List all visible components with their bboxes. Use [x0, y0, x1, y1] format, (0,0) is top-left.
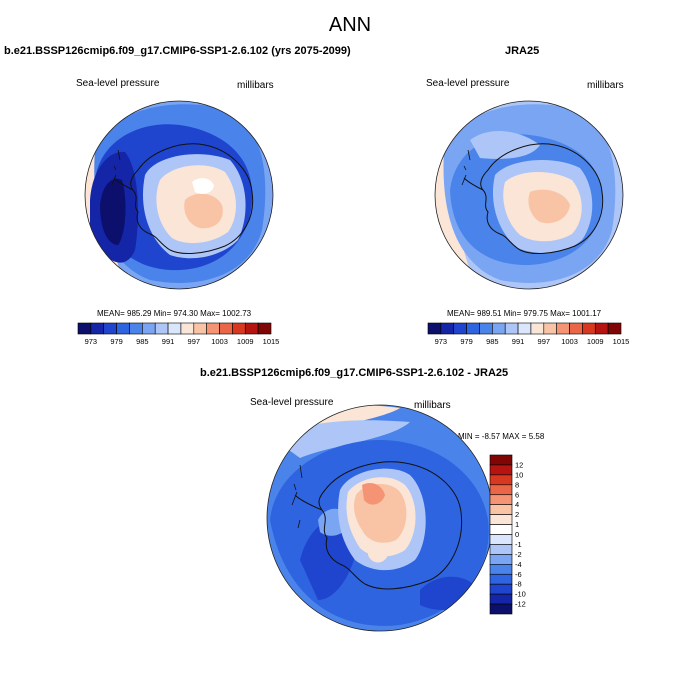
panel3-colorbar-swatch: [489, 464, 513, 476]
panel3-colorbar-swatch: [489, 534, 513, 545]
panel2-colorbar: 973 979 985 991 997 1003 1009 1015: [427, 322, 630, 346]
panel1-colorbar-swatch: [193, 322, 207, 335]
panel2-colorbar-swatch: [466, 322, 480, 335]
panel2-colorbar-tick-label: 985: [486, 337, 499, 346]
panel1-colorbar-tick-label: 1009: [237, 337, 254, 346]
panel1-colorbar-swatch: [90, 322, 105, 335]
panel1-stats: MEAN= 985.29 Min= 974.30 Max= 1002.73: [97, 309, 252, 318]
panel2-colorbar-swatch: [517, 322, 532, 335]
panel1-colorbar: 973 979 985 991 997 1003 1009 1015: [77, 322, 280, 346]
panel2-colorbar-swatch: [530, 322, 545, 335]
panel1-colorbar-swatch: [257, 322, 272, 335]
panel2-colorbar-tick-label: 1003: [561, 337, 578, 346]
panel2-colorbar-swatch: [543, 322, 557, 335]
panel1-colorbar-swatch: [129, 322, 143, 335]
panel1-colorbar-tick-label: 973: [85, 337, 98, 346]
panel2-colorbar-swatch: [607, 322, 622, 335]
panel3-colorbar-swatch: [489, 484, 513, 496]
panel3-colorbar-tick-label: -6: [515, 570, 522, 579]
panel3-colorbar-swatch: [489, 603, 513, 615]
panel3-colorbar-swatch: [489, 554, 513, 565]
panel3-colorbar-tick-label: 1: [515, 520, 519, 529]
panel1-colorbar-tick-label: 991: [162, 337, 175, 346]
panel3-stats: MIN = -8.57 MAX = 5.58: [458, 432, 545, 441]
panel3-colorbar-tick-label: 0: [515, 530, 519, 539]
panel3-colorbar-tick-label: -10: [515, 590, 526, 599]
panel3-colorbar-tick-label: 2: [515, 510, 519, 519]
panel1-colorbar-swatch: [154, 322, 169, 335]
panel1-colorbar-swatch: [116, 322, 130, 335]
panel1-colorbar-swatch: [232, 322, 246, 335]
panel2-colorbar-swatch: [504, 322, 519, 335]
panel1-map: [84, 100, 274, 290]
panel3-units-label: millibars: [414, 400, 451, 411]
panel2-units-label: millibars: [587, 80, 624, 91]
panel3-map: [266, 404, 494, 632]
panel1-colorbar-swatch: [180, 322, 195, 335]
panel3-colorbar-tick-label: -4: [515, 560, 522, 569]
panel2-colorbar-swatch: [427, 322, 442, 335]
panel3-colorbar-swatch: [489, 494, 513, 505]
panel1-colorbar-swatch: [77, 322, 92, 335]
panel3-colorbar-swatch: [489, 593, 513, 605]
panel3-colorbar-tick-label: 6: [515, 490, 519, 499]
panel3-colorbar-tick-label: 10: [515, 470, 523, 479]
panel2-colorbar-tick-label: 991: [512, 337, 525, 346]
panel2-colorbar-swatch: [594, 322, 609, 335]
panel2-colorbar-tick-label: 1015: [613, 337, 630, 346]
panel2-stats: MEAN= 989.51 Min= 979.75 Max= 1001.17: [447, 309, 602, 318]
panel2-colorbar-tick-label: 997: [538, 337, 551, 346]
panel1-colorbar-tick-label: 979: [110, 337, 123, 346]
panel2-colorbar-swatch: [453, 322, 467, 335]
panel3-colorbar-tick-label: -1: [515, 540, 522, 549]
panel1-colorbar-swatch: [103, 322, 117, 335]
panel3-colorbar-swatch: [489, 583, 513, 595]
panel2-map: [434, 100, 624, 290]
panel2-colorbar-tick-label: 973: [435, 337, 448, 346]
panel1-colorbar-swatch: [244, 322, 259, 335]
panel3-colorbar-swatch: [489, 454, 513, 466]
panel3-variable-label: Sea-level pressure: [250, 397, 334, 408]
panel1-colorbar-swatch: [219, 322, 233, 335]
panel2-colorbar-swatch: [556, 322, 570, 335]
panel3-colorbar-swatch: [489, 504, 513, 515]
panel3-colorbar-swatch: [489, 564, 513, 575]
panel3-title: b.e21.BSSP126cmip6.f09_g17.CMIP6-SSP1-2.…: [200, 367, 509, 379]
panel1-colorbar-tick-label: 997: [188, 337, 201, 346]
panel3-colorbar-swatch: [489, 573, 513, 585]
panel1-colorbar-tick-label: 1003: [211, 337, 228, 346]
panel2-colorbar-swatch: [440, 322, 455, 335]
panel1-title: b.e21.BSSP126cmip6.f09_g17.CMIP6-SSP1-2.…: [4, 45, 351, 57]
panel2-colorbar-swatch: [492, 322, 506, 335]
panel1-variable-label: Sea-level pressure: [76, 78, 160, 89]
panel3-colorbar-swatch: [489, 514, 513, 525]
panel1-colorbar-tick-label: 985: [136, 337, 149, 346]
panel3-colorbar-swatch: [489, 474, 513, 486]
panel2-colorbar-swatch: [569, 322, 583, 335]
panel2-colorbar-tick-label: 1009: [587, 337, 604, 346]
panel3-colorbar-tick-label: -8: [515, 580, 522, 589]
panel1-units-label: millibars: [237, 80, 274, 91]
panel3-colorbar-tick-label: -12: [515, 600, 526, 609]
panel1-colorbar-tick-label: 1015: [263, 337, 280, 346]
panel2-colorbar-tick-label: 979: [460, 337, 473, 346]
panel1-colorbar-swatch: [167, 322, 182, 335]
panel2-title: JRA25: [505, 45, 540, 57]
panel1-colorbar-swatch: [142, 322, 156, 335]
panel3-colorbar-tick-label: -2: [515, 550, 522, 559]
panel3-colorbar-tick-label: 8: [515, 480, 519, 489]
panel3-colorbar-swatch: [489, 544, 513, 555]
panel2-colorbar-swatch: [479, 322, 493, 335]
panel3-colorbar-tick-label: 12: [515, 460, 523, 469]
figure-title: ANN: [328, 14, 372, 36]
panel3-colorbar-tick-label: 4: [515, 500, 519, 509]
panel3-colorbar-swatch: [489, 524, 513, 535]
panel2-colorbar-swatch: [582, 322, 596, 335]
panel1-colorbar-swatch: [206, 322, 220, 335]
panel2-variable-label: Sea-level pressure: [426, 78, 510, 89]
